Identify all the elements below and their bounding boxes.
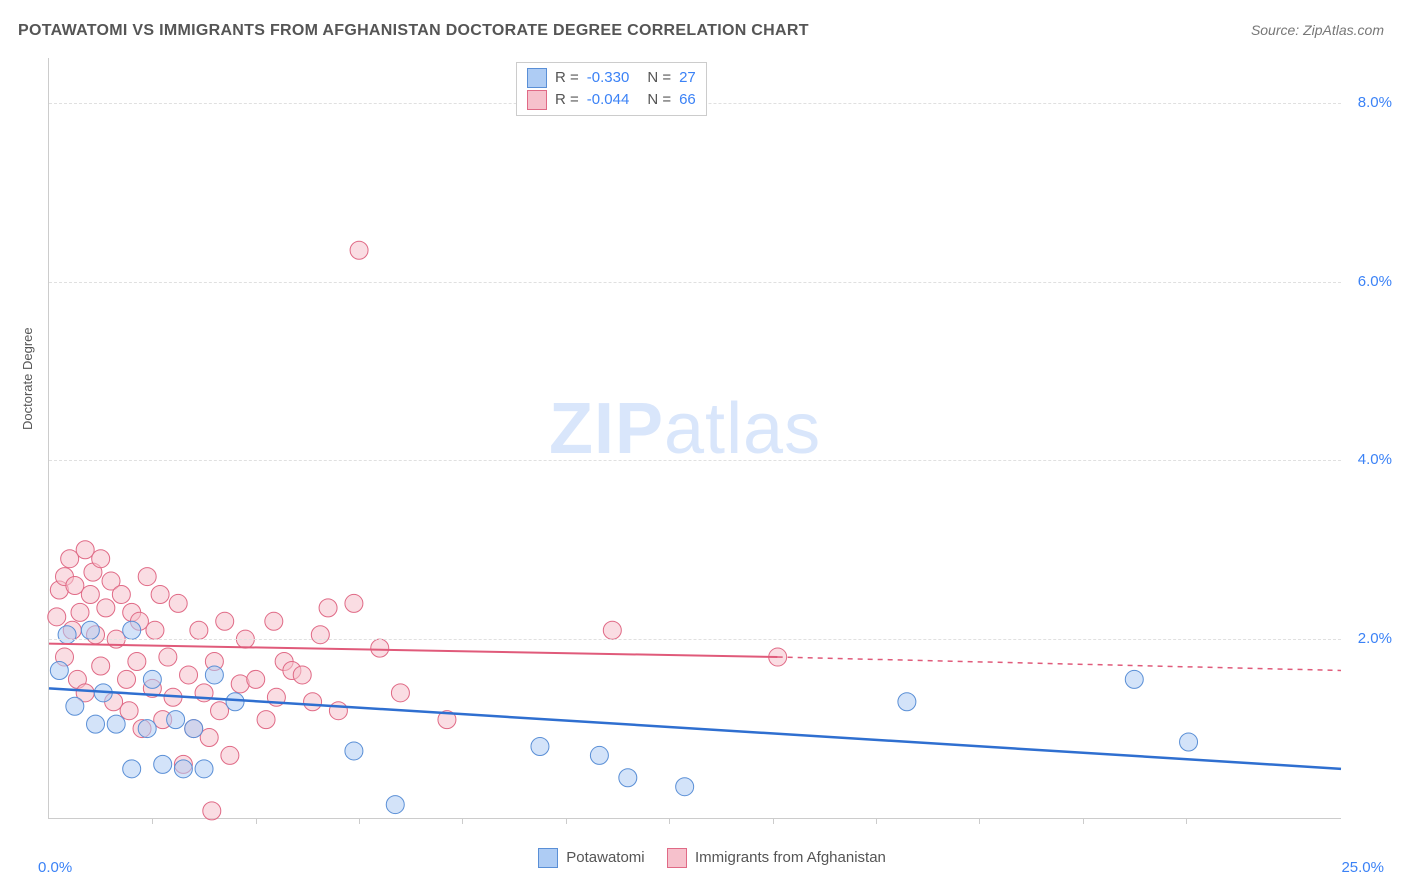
stat-n-val-a: 27 xyxy=(679,67,696,89)
bottom-label-b: Immigrants from Afghanistan xyxy=(695,849,886,866)
stat-n-label-b: N = xyxy=(647,89,671,111)
x-tick xyxy=(1083,818,1084,824)
stat-r-val-b: -0.044 xyxy=(587,89,630,111)
bottom-swatch-b xyxy=(667,848,687,868)
y-tick-label: 6.0% xyxy=(1358,273,1392,290)
x-tick xyxy=(359,818,360,824)
x-tick-25: 25.0% xyxy=(1341,859,1384,876)
chart-title: POTAWATOMI VS IMMIGRANTS FROM AFGHANISTA… xyxy=(18,22,809,40)
chart-svg xyxy=(49,58,1341,818)
x-tick xyxy=(876,818,877,824)
stat-n-label-a: N = xyxy=(647,67,671,89)
grid-line xyxy=(49,460,1341,461)
x-tick xyxy=(256,818,257,824)
bottom-swatch-a xyxy=(538,848,558,868)
x-tick xyxy=(152,818,153,824)
swatch-b xyxy=(527,90,547,110)
source-text: Source: ZipAtlas.com xyxy=(1251,22,1384,38)
x-tick-0: 0.0% xyxy=(38,859,72,876)
stat-legend: R = -0.330 N = 27 R = -0.044 N = 66 xyxy=(516,62,707,116)
x-tick xyxy=(773,818,774,824)
stat-r-label-b: R = xyxy=(555,89,579,111)
x-tick xyxy=(979,818,980,824)
x-tick xyxy=(1186,818,1187,824)
y-axis-label: Doctorate Degree xyxy=(20,327,35,430)
y-tick-label: 2.0% xyxy=(1358,630,1392,647)
bottom-label-a: Potawatomi xyxy=(566,849,644,866)
stat-row-b: R = -0.044 N = 66 xyxy=(527,89,696,111)
y-tick-label: 8.0% xyxy=(1358,94,1392,111)
stat-n-val-b: 66 xyxy=(679,89,696,111)
x-tick xyxy=(566,818,567,824)
bottom-legend: Potawatomi Immigrants from Afghanistan xyxy=(0,848,1406,868)
stat-row-a: R = -0.330 N = 27 xyxy=(527,67,696,89)
grid-line xyxy=(49,639,1341,640)
grid-line xyxy=(49,282,1341,283)
x-tick xyxy=(669,818,670,824)
y-tick-label: 4.0% xyxy=(1358,451,1392,468)
stat-r-label-a: R = xyxy=(555,67,579,89)
swatch-a xyxy=(527,68,547,88)
stat-r-val-a: -0.330 xyxy=(587,67,630,89)
plot-area: ZIPatlas xyxy=(48,58,1341,819)
x-tick xyxy=(462,818,463,824)
